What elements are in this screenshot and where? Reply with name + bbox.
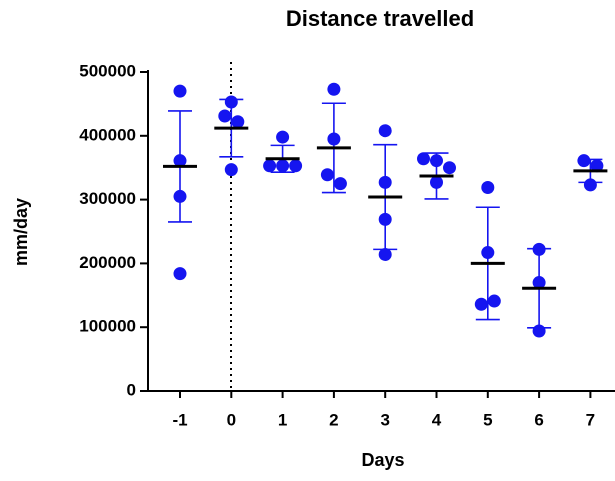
data-point	[231, 115, 245, 129]
data-point	[430, 154, 443, 168]
x-tick-label: 2	[329, 410, 338, 429]
x-tick-label: 5	[483, 410, 492, 429]
x-axis-label: Days	[361, 450, 404, 470]
x-tick-label: 1	[278, 410, 287, 429]
data-point	[173, 84, 187, 98]
x-tick-label: 3	[380, 410, 389, 429]
y-axis-label: mm/day	[11, 198, 31, 266]
data-point	[532, 324, 546, 338]
data-point	[263, 159, 277, 173]
data-point	[218, 109, 232, 123]
x-tick-label: 0	[227, 410, 236, 429]
data-point	[577, 154, 591, 168]
data-point	[173, 154, 187, 168]
data-point	[173, 189, 187, 203]
data-point	[487, 294, 501, 308]
y-tick-label: 400000	[79, 125, 136, 144]
x-tick-label: -1	[172, 410, 187, 429]
chart-title: Distance travelled	[286, 6, 474, 31]
data-point	[276, 130, 290, 144]
data-point	[289, 159, 303, 173]
data-point	[417, 152, 430, 166]
y-tick-label: 200000	[79, 253, 136, 272]
data-point	[224, 95, 238, 109]
data-point	[276, 159, 290, 173]
data-point	[378, 212, 392, 226]
data-point	[443, 161, 456, 175]
y-tick-label: 500000	[79, 61, 136, 80]
data-point	[378, 247, 392, 261]
data-point	[474, 297, 488, 311]
data-point	[327, 82, 341, 96]
data-point	[378, 124, 392, 138]
x-tick-label: 7	[586, 410, 595, 429]
data-point	[224, 163, 238, 177]
data-point	[532, 242, 546, 256]
y-tick-label: 0	[127, 380, 136, 399]
data-point	[173, 267, 187, 281]
data-point	[583, 178, 597, 192]
y-tick-label: 300000	[79, 189, 136, 208]
x-tick-label: 6	[534, 410, 543, 429]
y-tick-label: 100000	[79, 317, 136, 336]
data-point	[327, 132, 341, 146]
x-tick-label: 4	[432, 410, 442, 429]
data-point	[532, 276, 546, 290]
data-point	[333, 177, 347, 191]
data-point	[378, 175, 392, 189]
data-point	[430, 175, 443, 189]
data-point	[481, 180, 495, 194]
data-point	[320, 168, 334, 182]
data-point	[481, 246, 495, 260]
data-point	[590, 159, 604, 173]
